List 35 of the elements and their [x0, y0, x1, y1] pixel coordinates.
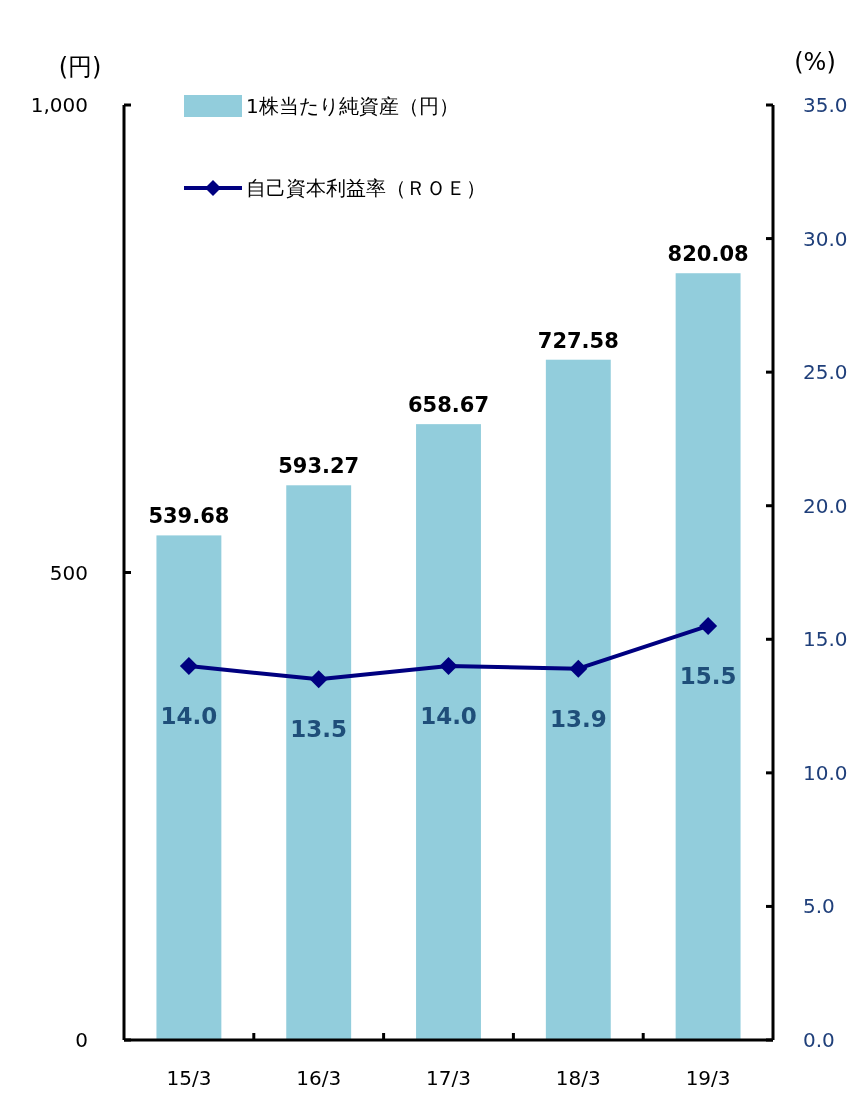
data-label: 820.08 [667, 242, 749, 267]
data-label: 14.0 [420, 703, 477, 729]
data-label: 13.5 [290, 716, 348, 743]
legend-label: 1株当たり純資産（円） [246, 94, 459, 118]
x-tick-label: 16/3 [296, 1066, 342, 1090]
legend-label: 自己資本利益率（ＲＯＥ） [246, 176, 486, 200]
x-tick-label: 19/3 [685, 1066, 731, 1090]
data-label: 539.68 [148, 504, 230, 529]
y2-tick-label: 10.0 [803, 760, 848, 785]
y2-tick-label: 15.0 [803, 627, 848, 652]
y-tick-label: 500 [49, 560, 88, 585]
data-label: 15.5 [679, 662, 737, 689]
x-tick-label: 17/3 [426, 1066, 471, 1090]
bar [545, 359, 611, 1040]
y2-axis-title: (%) [794, 48, 836, 76]
x-tick-label: 18/3 [555, 1066, 601, 1090]
y2-tick-label: 35.0 [803, 93, 848, 117]
y2-tick-label: 30.0 [803, 226, 848, 251]
y2-tick-label: 20.0 [803, 493, 848, 518]
y2-tick-label: 25.0 [803, 360, 848, 385]
bar [286, 485, 352, 1040]
y-tick-label: 0 [75, 1028, 88, 1052]
data-label: 14.0 [160, 703, 218, 729]
y-axis-title: (円) [58, 53, 102, 81]
bar [675, 273, 741, 1040]
data-label: 727.58 [537, 328, 619, 353]
y2-tick-label: 0.0 [803, 1028, 835, 1052]
data-label: 658.67 [407, 393, 490, 418]
y2-tick-label: 5.0 [803, 894, 835, 919]
x-tick-label: 15/3 [166, 1066, 212, 1090]
bar [156, 535, 222, 1040]
y-tick-label: 1,000 [30, 93, 88, 117]
bar [416, 424, 481, 1040]
data-label: 13.9 [549, 705, 607, 732]
data-label: 593.27 [278, 454, 360, 479]
